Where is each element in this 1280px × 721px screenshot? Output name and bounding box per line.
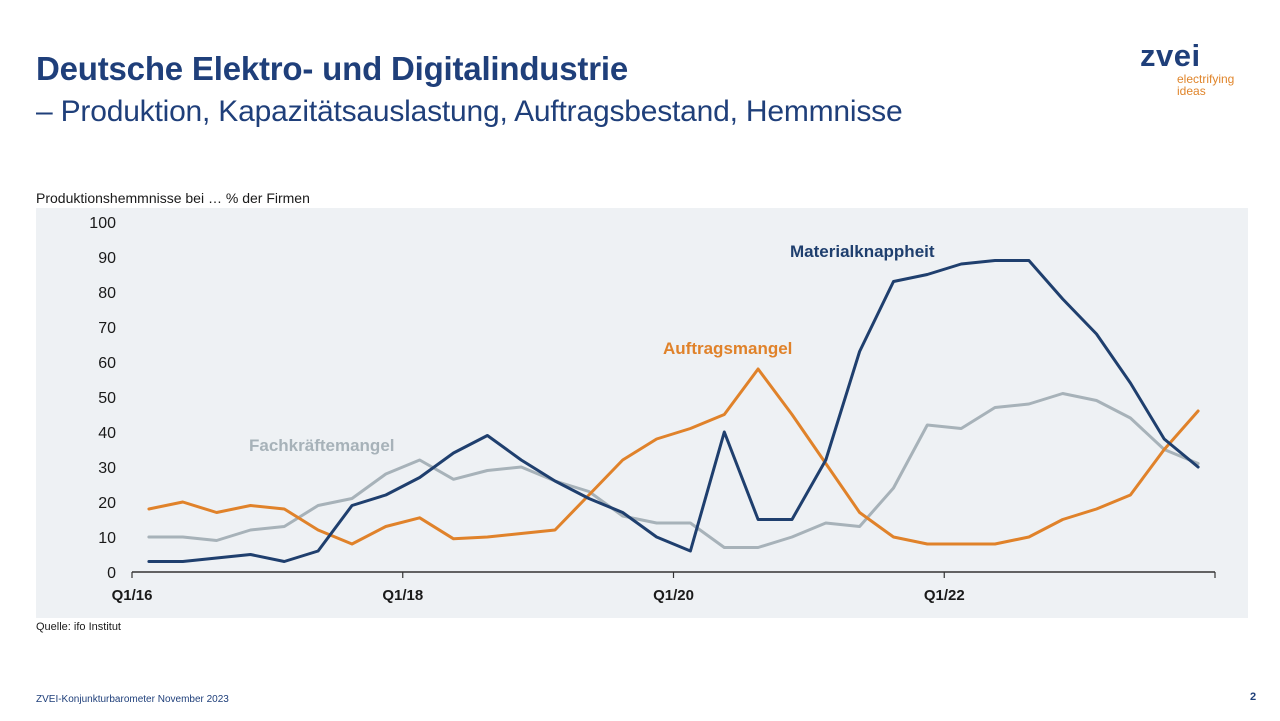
y-tick-label: 50 bbox=[98, 390, 116, 407]
x-axis: Q1/16 Q1/18 Q1/20 Q1/22 bbox=[112, 571, 1216, 604]
y-tick-label: 20 bbox=[98, 495, 116, 512]
y-tick-label: 90 bbox=[98, 250, 116, 267]
y-axis: 0 10 20 30 40 50 60 70 80 90 100 bbox=[89, 215, 116, 582]
zvei-logo: zvei electrifying ideas bbox=[1140, 38, 1260, 98]
chart-title: Produktionshemmnisse bei … % der Firmen bbox=[36, 190, 310, 206]
y-tick-label: 0 bbox=[107, 565, 116, 582]
series-line-auftragsmangel bbox=[147, 367, 1200, 546]
logo-word: zvei bbox=[1140, 38, 1201, 73]
chart-area: 0 10 20 30 40 50 60 70 80 90 100 Q1/16 Q1/18 Q1/20 Q1… bbox=[36, 208, 1248, 618]
x-tick-label: Q1/20 bbox=[653, 587, 694, 604]
y-tick-label: 70 bbox=[98, 320, 116, 337]
x-tick-label: Q1/22 bbox=[924, 587, 965, 604]
series-line-fachkraeftemangel bbox=[147, 392, 1200, 549]
source-note: Quelle: ifo Institut bbox=[36, 621, 121, 633]
slide-title: Deutsche Elektro- und Digitalindustrie bbox=[36, 50, 628, 87]
logo-tagline-2: ideas bbox=[1177, 84, 1206, 98]
y-tick-label: 60 bbox=[98, 355, 116, 372]
footer-publication: ZVEI-Konjunkturbarometer November 2023 bbox=[36, 694, 229, 705]
x-tick-label: Q1/18 bbox=[382, 587, 423, 604]
series-label: Auftragsmangel bbox=[663, 339, 792, 358]
x-tick-label: Q1/16 bbox=[112, 587, 153, 604]
series-labels: Materialknappheit Auftragsmangel Fachkräft… bbox=[249, 242, 935, 455]
y-tick-label: 10 bbox=[98, 530, 116, 547]
series-label: Fachkräftemangel bbox=[249, 436, 395, 455]
slide-subtitle: – Produktion, Kapazitätsauslastung, Auft… bbox=[36, 95, 903, 128]
y-tick-label: 80 bbox=[98, 285, 116, 302]
logo-tagline-1: electrifying bbox=[1177, 72, 1235, 86]
series-lines bbox=[147, 259, 1200, 563]
series-label: Materialknappheit bbox=[790, 242, 935, 261]
y-tick-label: 40 bbox=[98, 425, 116, 442]
page-number: 2 bbox=[1250, 691, 1257, 703]
series-line-materialknappheit bbox=[147, 259, 1200, 563]
y-tick-label: 100 bbox=[89, 215, 116, 232]
y-tick-label: 30 bbox=[98, 460, 116, 477]
